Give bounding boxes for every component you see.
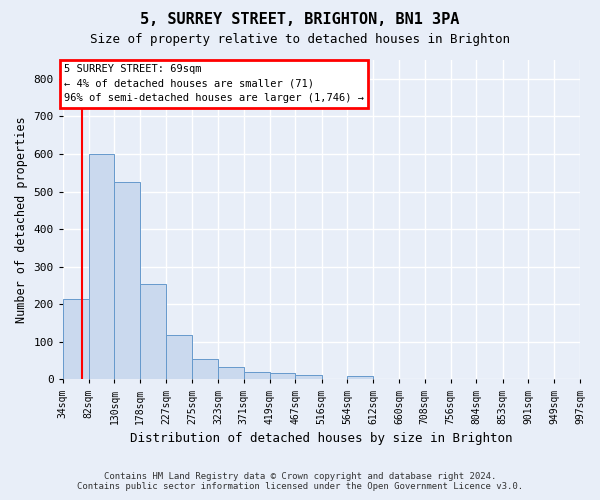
- Bar: [166, 336, 192, 380]
- Bar: [269, 374, 295, 380]
- Bar: [218, 368, 244, 380]
- Bar: [347, 376, 373, 380]
- Bar: [295, 376, 322, 380]
- Y-axis label: Number of detached properties: Number of detached properties: [15, 116, 28, 323]
- Bar: [140, 284, 166, 380]
- X-axis label: Distribution of detached houses by size in Brighton: Distribution of detached houses by size …: [130, 432, 512, 445]
- Bar: [192, 360, 218, 380]
- Bar: [89, 154, 115, 380]
- Text: Size of property relative to detached houses in Brighton: Size of property relative to detached ho…: [90, 32, 510, 46]
- Text: Contains HM Land Registry data © Crown copyright and database right 2024.
Contai: Contains HM Land Registry data © Crown c…: [77, 472, 523, 491]
- Text: 5 SURREY STREET: 69sqm
← 4% of detached houses are smaller (71)
96% of semi-deta: 5 SURREY STREET: 69sqm ← 4% of detached …: [64, 64, 364, 104]
- Bar: [244, 372, 269, 380]
- Bar: [63, 298, 89, 380]
- Text: 5, SURREY STREET, BRIGHTON, BN1 3PA: 5, SURREY STREET, BRIGHTON, BN1 3PA: [140, 12, 460, 28]
- Bar: [115, 182, 140, 380]
